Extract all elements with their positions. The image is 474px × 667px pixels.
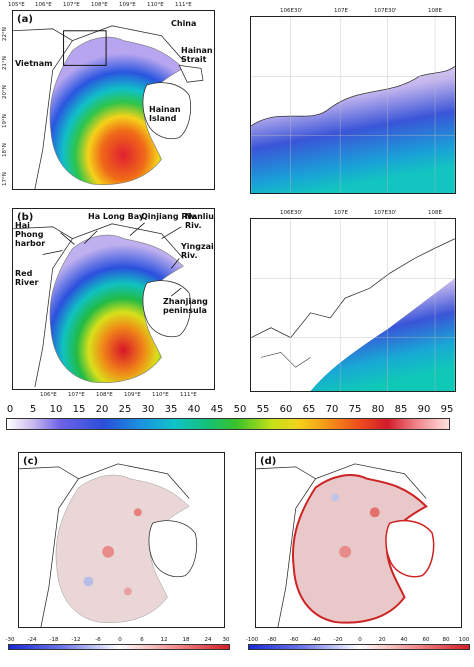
tick-zoom-lon-4-a: 108E bbox=[428, 8, 442, 14]
tick-lat-22-a: 22°N bbox=[2, 27, 8, 41]
cb-main-60: 60 bbox=[279, 404, 293, 415]
colorbar-difference-d bbox=[248, 644, 470, 650]
cb-c-m24: -24 bbox=[27, 637, 37, 643]
panel-a-zoom-map bbox=[250, 16, 456, 194]
tick-lat-18-a: 18°N bbox=[2, 143, 8, 157]
tick-lon-111-b: 111°E bbox=[180, 392, 197, 398]
tick-lat-17-a: 17°N bbox=[2, 172, 8, 186]
panel-b-map: (b) Ha Long Bay Hai Phong harbor Red Riv… bbox=[12, 208, 215, 390]
panel-c-label: (c) bbox=[22, 456, 40, 467]
colorbar-difference-c bbox=[8, 644, 230, 650]
tick-lat-19-a: 19°N bbox=[2, 114, 8, 128]
panel-a-label: (a) bbox=[16, 14, 34, 25]
panel-d-map: (d) bbox=[255, 452, 462, 628]
label-red-river: Red River bbox=[15, 269, 39, 287]
cb-c-m12: -12 bbox=[71, 637, 81, 643]
label-nanliu-river: Nanliu Riv. bbox=[185, 212, 214, 230]
panel-b-label: (b) bbox=[16, 212, 35, 223]
cb-main-5: 5 bbox=[29, 404, 37, 415]
cb-main-35: 35 bbox=[164, 404, 178, 415]
tick-lon-109-b: 109°E bbox=[124, 392, 141, 398]
panel-a-map: (a) China Vietnam Hainan Strait Hainan I… bbox=[12, 10, 215, 190]
cb-d-20: 20 bbox=[378, 637, 386, 643]
cb-main-0: 0 bbox=[6, 404, 14, 415]
cb-c-6: 6 bbox=[140, 637, 144, 643]
tick-lon-111-a: 111°E bbox=[175, 2, 192, 8]
label-zhanjiang-peninsula: Zhanjiang peninsula bbox=[163, 297, 208, 315]
tick-lon-110-a: 110°E bbox=[147, 2, 164, 8]
tick-zoom-lon-2-a: 107E bbox=[334, 8, 348, 14]
cb-c-30: 30 bbox=[222, 637, 230, 643]
label-hai-phong-harbor: Hai Phong harbor bbox=[15, 221, 46, 248]
panel-b-depth-field bbox=[13, 222, 192, 388]
label-yingzai-river: Yingzai Riv. bbox=[181, 242, 214, 260]
cb-c-18: 18 bbox=[182, 637, 190, 643]
cb-c-0: 0 bbox=[118, 637, 122, 643]
cb-c-24: 24 bbox=[204, 637, 212, 643]
tick-lon-107-a: 107°E bbox=[63, 2, 80, 8]
cb-d-m60: -60 bbox=[289, 637, 299, 643]
panel-d-label: (d) bbox=[259, 456, 278, 467]
cb-d-m100: -100 bbox=[245, 637, 259, 643]
cb-c-12: 12 bbox=[160, 637, 168, 643]
tick-zoom-lon-2-b: 107E bbox=[334, 210, 348, 216]
label-hainan-island: Hainan Island bbox=[149, 105, 181, 123]
tick-lon-105-a: 105°E bbox=[8, 2, 25, 8]
cb-d-40: 40 bbox=[400, 637, 408, 643]
tick-zoom-lon-4-b: 108E bbox=[428, 210, 442, 216]
colorbar-depth bbox=[6, 418, 450, 430]
tick-lon-109-a: 109°E bbox=[119, 2, 136, 8]
cb-c-m18: -18 bbox=[49, 637, 59, 643]
panel-c-difference-field bbox=[19, 463, 198, 627]
cb-main-10: 10 bbox=[49, 404, 63, 415]
cb-main-80: 80 bbox=[371, 404, 385, 415]
cb-main-90: 90 bbox=[417, 404, 431, 415]
tick-zoom-lon-3-b: 107E30' bbox=[374, 210, 397, 216]
tick-lon-110-b: 110°E bbox=[152, 392, 169, 398]
cb-d-m80: -80 bbox=[267, 637, 277, 643]
panel-c-map: (c) bbox=[18, 452, 225, 628]
tick-zoom-lon-3-a: 107E30' bbox=[374, 8, 397, 14]
tick-lat-20-a: 20°N bbox=[2, 85, 8, 99]
label-vietnam: Vietnam bbox=[15, 59, 53, 68]
cb-main-45: 45 bbox=[210, 404, 224, 415]
panel-a-depth-field bbox=[13, 25, 204, 189]
cb-main-70: 70 bbox=[325, 404, 339, 415]
tick-lon-106-b: 106°E bbox=[40, 392, 57, 398]
panel-a-zoom-depth-field bbox=[251, 17, 455, 193]
tick-lat-21-a: 21°N bbox=[2, 56, 8, 70]
tick-zoom-lon-1-a: 106E30' bbox=[280, 8, 303, 14]
cb-main-55: 55 bbox=[256, 404, 270, 415]
label-china: China bbox=[171, 19, 197, 28]
cb-d-80: 80 bbox=[442, 637, 450, 643]
cb-d-0: 0 bbox=[358, 637, 362, 643]
cb-main-50: 50 bbox=[233, 404, 247, 415]
cb-main-30: 30 bbox=[141, 404, 155, 415]
tick-lon-108-a: 108°E bbox=[91, 2, 108, 8]
label-ha-long-bay: Ha Long Bay bbox=[88, 212, 145, 221]
label-hainan-strait: Hainan Strait bbox=[181, 46, 213, 64]
panel-b-zoom-depth-field bbox=[251, 219, 455, 391]
cb-main-95: 95 bbox=[440, 404, 454, 415]
cb-main-15: 15 bbox=[72, 404, 86, 415]
cb-main-20: 20 bbox=[95, 404, 109, 415]
cb-d-m40: -40 bbox=[311, 637, 321, 643]
panel-d-difference-field bbox=[256, 463, 435, 627]
tick-zoom-lon-1-b: 106E30' bbox=[280, 210, 303, 216]
cb-d-60: 60 bbox=[422, 637, 430, 643]
cb-main-75: 75 bbox=[348, 404, 362, 415]
label-qinjiang-river: Qinjiang Riv. bbox=[141, 212, 198, 221]
cb-c-m30: -30 bbox=[5, 637, 15, 643]
cb-d-100: 100 bbox=[458, 637, 470, 643]
cb-main-85: 85 bbox=[394, 404, 408, 415]
cb-main-65: 65 bbox=[302, 404, 316, 415]
tick-lon-106-a: 106°E bbox=[35, 2, 52, 8]
cb-main-25: 25 bbox=[118, 404, 132, 415]
panel-b-zoom-map bbox=[250, 218, 456, 392]
cb-main-40: 40 bbox=[187, 404, 201, 415]
tick-lon-108-b: 108°E bbox=[96, 392, 113, 398]
cb-d-m20: -20 bbox=[333, 637, 343, 643]
cb-c-m6: -6 bbox=[95, 637, 101, 643]
tick-lon-107-b: 107°E bbox=[68, 392, 85, 398]
